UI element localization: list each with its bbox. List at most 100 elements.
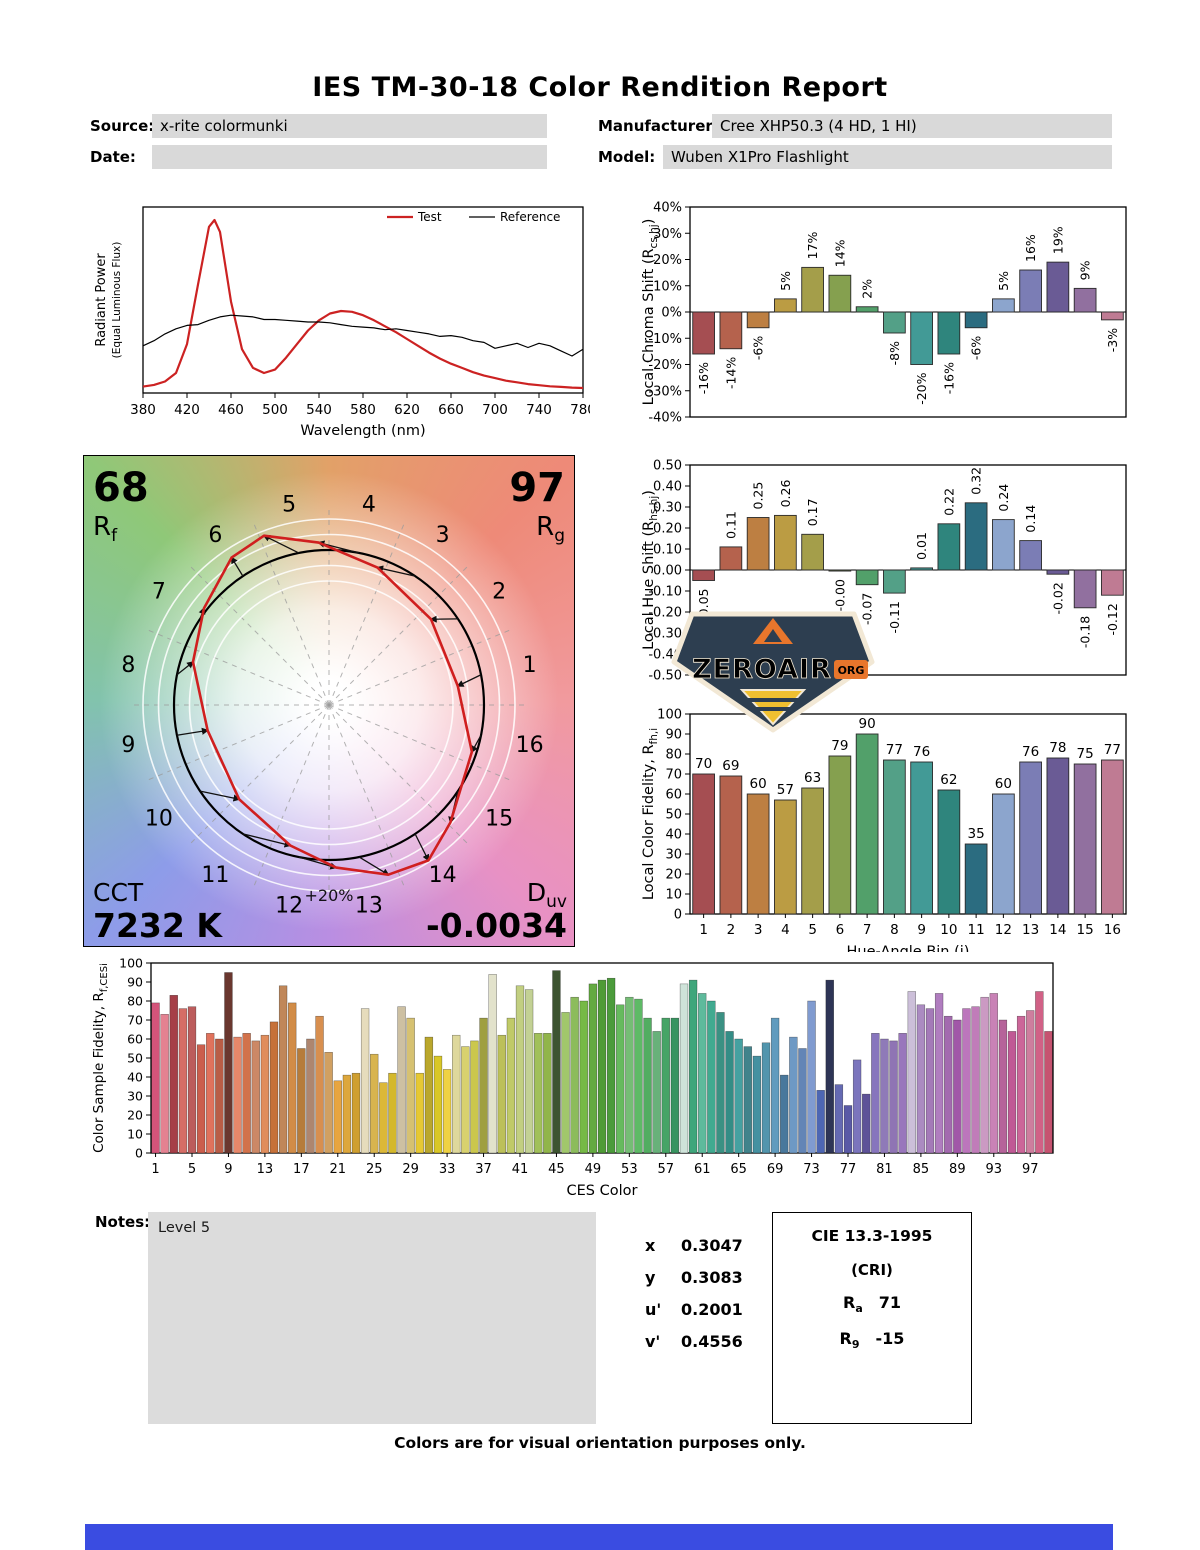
svg-text:76: 76 <box>913 744 930 760</box>
svg-text:90: 90 <box>127 975 143 990</box>
cri-r9-base: R <box>839 1329 852 1349</box>
svg-text:69: 69 <box>767 1162 784 1177</box>
svg-text:660: 660 <box>438 402 464 418</box>
svg-text:-30%: -30% <box>648 384 682 399</box>
svg-text:53: 53 <box>621 1162 638 1177</box>
svg-text:3: 3 <box>754 922 763 938</box>
svg-text:93: 93 <box>986 1162 1003 1177</box>
svg-text:620: 620 <box>394 402 420 418</box>
svg-text:62: 62 <box>940 772 957 788</box>
svg-text:100: 100 <box>119 956 143 971</box>
svg-text:0.26: 0.26 <box>778 480 793 508</box>
svg-text:7: 7 <box>863 922 872 938</box>
svg-text:10: 10 <box>665 888 682 903</box>
notes-label: Notes: <box>95 1213 151 1231</box>
svg-text:10%: 10% <box>653 279 682 294</box>
svg-text:97: 97 <box>1022 1162 1039 1177</box>
svg-text:16: 16 <box>516 733 544 758</box>
svg-text:13: 13 <box>355 894 383 919</box>
svg-text:6: 6 <box>836 922 845 938</box>
chromaticity-x-value: 0.3047 <box>681 1236 743 1255</box>
svg-text:0: 0 <box>674 908 682 923</box>
svg-text:9%: 9% <box>1078 260 1093 280</box>
svg-text:-6%: -6% <box>969 336 984 360</box>
date-label: Date: <box>90 148 136 166</box>
svg-text:37: 37 <box>475 1162 492 1177</box>
svg-text:79: 79 <box>831 738 848 754</box>
svg-text:2%: 2% <box>860 279 875 299</box>
svg-text:-0.30: -0.30 <box>648 627 682 642</box>
svg-text:420: 420 <box>174 402 200 418</box>
notes-text: Level 5 <box>158 1220 211 1236</box>
svg-text:500: 500 <box>262 402 288 418</box>
svg-text:-0.20: -0.20 <box>648 606 682 621</box>
svg-text:14: 14 <box>1049 922 1066 938</box>
svg-text:Color Sample Fidelity, Rf,CESi: Color Sample Fidelity, Rf,CESi <box>91 963 110 1153</box>
svg-text:80: 80 <box>127 994 143 1009</box>
svg-text:0.14: 0.14 <box>1023 505 1038 533</box>
svg-text:5: 5 <box>808 922 817 938</box>
svg-text:14%: 14% <box>832 239 847 267</box>
svg-text:-0.02: -0.02 <box>1050 582 1065 614</box>
svg-text:30%: 30% <box>653 227 682 242</box>
svg-text:40%: 40% <box>653 201 682 216</box>
svg-text:9: 9 <box>917 922 926 938</box>
svg-text:780: 780 <box>570 402 590 418</box>
svg-text:540: 540 <box>306 402 332 418</box>
chromaticity-x-label: x <box>645 1236 656 1255</box>
svg-text:(Equal Luminous Flux): (Equal Luminous Flux) <box>111 242 123 359</box>
report-title: IES TM-30-18 Color Rendition Report <box>312 72 888 103</box>
svg-text:60: 60 <box>750 776 767 792</box>
svg-text:77: 77 <box>886 742 903 758</box>
svg-text:40: 40 <box>127 1070 143 1085</box>
svg-text:45: 45 <box>548 1162 565 1177</box>
cri-r9-sub: 9 <box>851 1338 860 1352</box>
svg-text:Test: Test <box>417 210 442 224</box>
hue-chart-svg: 0.50 0.40 0.30 0.20 0.10 0.00 -0.10 -0.20 -0.30 -… <box>641 459 1127 684</box>
svg-text:-6%: -6% <box>751 336 766 360</box>
svg-text:30: 30 <box>127 1089 143 1104</box>
model-field: Wuben X1Pro Flashlight <box>663 145 1112 169</box>
svg-text:77: 77 <box>1104 742 1121 758</box>
cri-ra-base: R <box>842 1293 856 1312</box>
logo-wordmark: ZEROAIR <box>692 654 832 685</box>
svg-text:12: 12 <box>995 922 1012 938</box>
svg-text:0.24: 0.24 <box>996 484 1011 512</box>
svg-text:12: 12 <box>275 894 303 919</box>
svg-text:5%: 5% <box>778 271 793 291</box>
svg-text:-0.0034: -0.0034 <box>426 906 567 945</box>
svg-text:Radiant Power: Radiant Power <box>94 253 109 347</box>
svg-text:-0.10: -0.10 <box>648 585 682 600</box>
svg-text:5%: 5% <box>996 271 1011 291</box>
svg-text:17%: 17% <box>805 231 820 259</box>
svg-text:33: 33 <box>439 1162 456 1177</box>
svg-text:8: 8 <box>121 653 135 678</box>
footer-bar <box>85 1524 1113 1550</box>
svg-text:-16%: -16% <box>696 362 711 394</box>
svg-text:40: 40 <box>665 828 682 843</box>
svg-text:0.11: 0.11 <box>723 511 738 539</box>
svg-text:580: 580 <box>350 402 376 418</box>
svg-text:4: 4 <box>781 922 790 938</box>
svg-text:Local Color Fidelity, Rfh,i: Local Color Fidelity, Rfh,i <box>641 728 660 900</box>
svg-text:75: 75 <box>1077 746 1094 762</box>
svg-text:89: 89 <box>949 1162 966 1177</box>
svg-text:380: 380 <box>130 402 156 418</box>
svg-text:70: 70 <box>127 1013 143 1028</box>
spd-chart-svg: 380 420 460 500 540 580 620 660 700 740 780 Wavelen… <box>94 206 590 439</box>
svg-text:-20%: -20% <box>648 358 682 373</box>
svg-text:1: 1 <box>699 922 708 938</box>
svg-text:57: 57 <box>658 1162 675 1177</box>
svg-text:70: 70 <box>695 756 712 772</box>
svg-text:-0.00: -0.00 <box>832 579 847 611</box>
notes-box: Level 5 <box>148 1212 596 1424</box>
svg-text:57: 57 <box>777 782 794 798</box>
svg-text:9: 9 <box>224 1162 232 1177</box>
svg-text:-0.18: -0.18 <box>1078 616 1093 648</box>
svg-text:13: 13 <box>257 1162 274 1177</box>
svg-text:+20%: +20% <box>305 886 354 905</box>
manufacturer-label: Manufacturer: <box>598 117 719 135</box>
chromaticity-v-label: v' <box>645 1332 661 1351</box>
